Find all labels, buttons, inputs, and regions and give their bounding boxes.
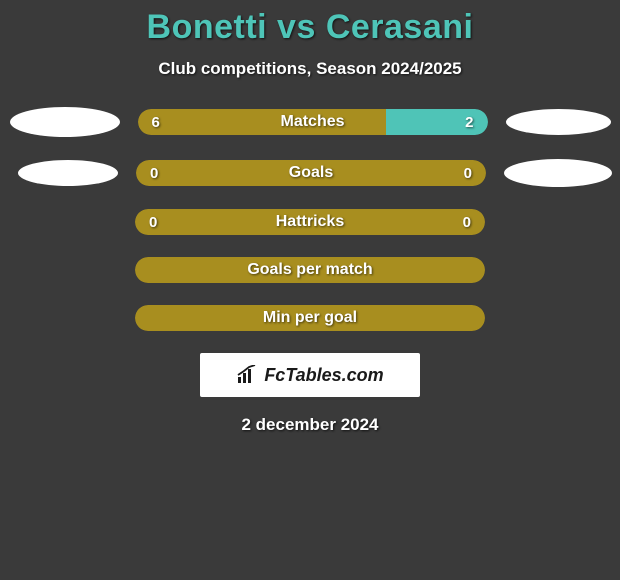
attribution-row: FcTables.com [0, 353, 620, 397]
player-badge-left [10, 107, 120, 137]
stat-bar: Goals per match [135, 257, 485, 283]
stat-bar: 00Goals [136, 160, 486, 186]
stat-label: Goals per match [135, 261, 485, 279]
stat-bar: 62Matches [138, 109, 488, 135]
attribution-badge[interactable]: FcTables.com [200, 353, 420, 397]
comparison-card: Bonetti vs Cerasani Club competitions, S… [0, 0, 620, 435]
stat-row: 62Matches [0, 107, 620, 137]
stat-label: Matches [138, 113, 488, 131]
stat-label: Goals [136, 164, 486, 182]
chart-icon [236, 365, 258, 385]
stat-row: 00Hattricks [0, 209, 620, 235]
stats-list: 62Matches 00Goals 00Hattricks Goals per mat… [0, 107, 620, 331]
page-subtitle: Club competitions, Season 2024/2025 [0, 59, 620, 79]
stat-label: Hattricks [135, 213, 485, 231]
stat-label: Min per goal [135, 309, 485, 327]
attribution-text: FcTables.com [264, 365, 383, 386]
footer-date: 2 december 2024 [0, 415, 620, 435]
player-badge-right [506, 109, 611, 135]
stat-row: Min per goal [0, 305, 620, 331]
player-badge-left [18, 160, 118, 186]
stat-row: Goals per match [0, 257, 620, 283]
player-badge-right [504, 159, 612, 187]
stat-row: 00Goals [0, 159, 620, 187]
page-title: Bonetti vs Cerasani [0, 8, 620, 47]
stat-bar: Min per goal [135, 305, 485, 331]
stat-bar: 00Hattricks [135, 209, 485, 235]
